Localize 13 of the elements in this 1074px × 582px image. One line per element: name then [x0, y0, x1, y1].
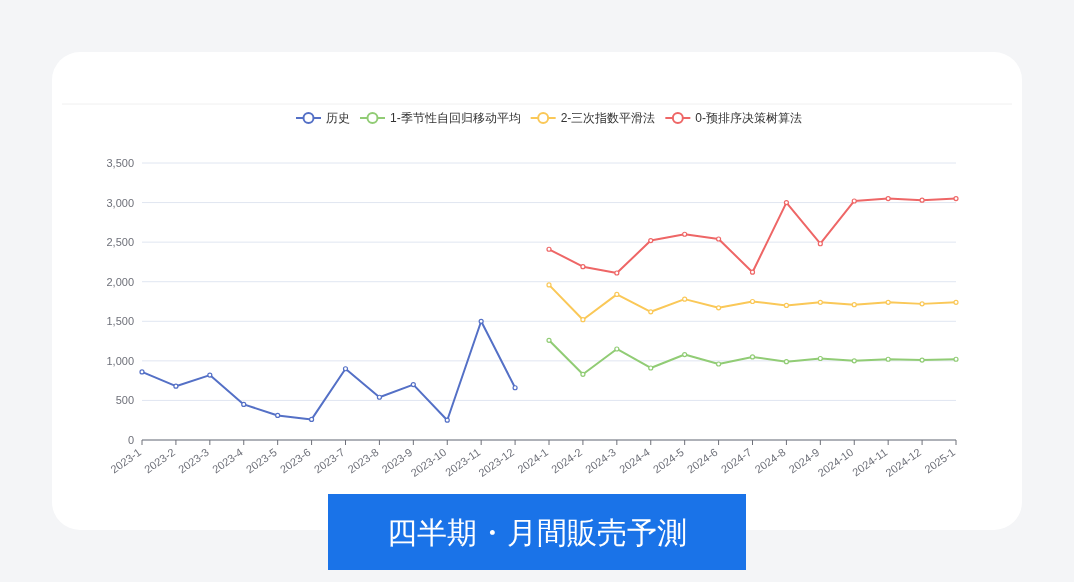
legend-label: 2-三次指数平滑法	[560, 111, 656, 125]
y-tick-label: 2,500	[106, 236, 134, 249]
legend-label: 1-季节性自回归移动平均	[389, 111, 521, 125]
legend-label: 0-预排序决策树算法	[695, 111, 803, 125]
y-tick-label: 500	[115, 394, 134, 407]
y-tick-label: 1,000	[106, 354, 134, 367]
y-tick-label: 2,000	[106, 275, 134, 288]
y-tick-label: 1,500	[106, 315, 134, 328]
y-tick-label: 3,500	[106, 157, 134, 169]
legend-label: 历史	[325, 111, 350, 125]
text: 四半期・月間販売予測	[387, 516, 687, 549]
y-tick-label: 3,000	[106, 196, 134, 209]
y-tick-label: 0	[127, 434, 134, 446]
